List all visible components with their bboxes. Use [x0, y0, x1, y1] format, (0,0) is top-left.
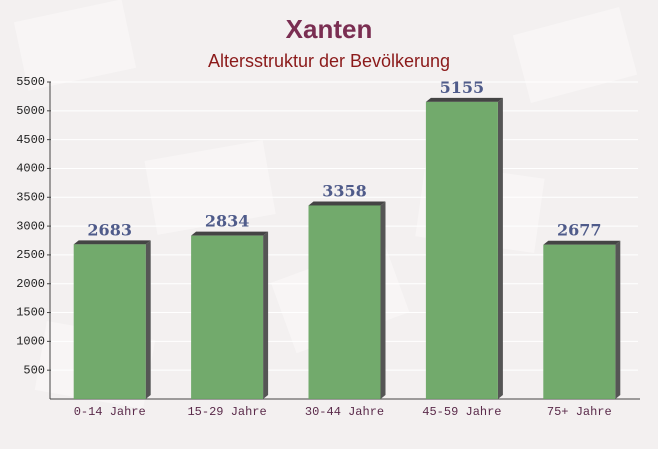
x-tick-label: 15-29 Jahre [187, 405, 266, 419]
bar-top [543, 240, 621, 245]
value-label: 5155 [440, 78, 485, 97]
bar-top [73, 240, 151, 245]
bar [543, 244, 616, 399]
bar-shadow [145, 240, 151, 399]
y-tick-label: 1500 [16, 306, 45, 320]
bar [191, 235, 264, 399]
bar-top [425, 97, 503, 102]
bar-shadow [497, 97, 503, 399]
chart-subtitle: Altersstruktur der Bevölkerung [208, 51, 450, 71]
y-tick-label: 3000 [16, 219, 45, 233]
bar [308, 205, 381, 399]
bar [73, 244, 146, 399]
y-tick-label: 500 [23, 363, 45, 377]
y-tick-label: 2000 [16, 277, 45, 291]
value-label: 3358 [322, 181, 367, 200]
bar-shadow [615, 240, 621, 399]
value-label: 2677 [557, 221, 602, 240]
y-tick-label: 1000 [16, 335, 45, 349]
y-tick-label: 4000 [16, 162, 45, 176]
y-tick-label: 5500 [16, 75, 45, 89]
y-tick-label: 5000 [16, 104, 45, 118]
bar-top [191, 231, 269, 236]
y-tick-label: 4500 [16, 133, 45, 147]
x-tick-label: 30-44 Jahre [305, 405, 384, 419]
bar-shadow [380, 201, 386, 399]
x-tick-label: 75+ Jahre [547, 405, 612, 419]
bar [425, 101, 498, 399]
value-label: 2834 [205, 212, 250, 231]
bar-shadow [263, 231, 269, 399]
y-tick-label: 2500 [16, 248, 45, 262]
x-tick-label: 45-59 Jahre [422, 405, 501, 419]
chart-title: Xanten [286, 14, 373, 44]
value-label: 2683 [87, 220, 132, 239]
bar-top [308, 201, 386, 206]
y-tick-label: 3500 [16, 190, 45, 204]
x-tick-label: 0-14 Jahre [74, 405, 146, 419]
